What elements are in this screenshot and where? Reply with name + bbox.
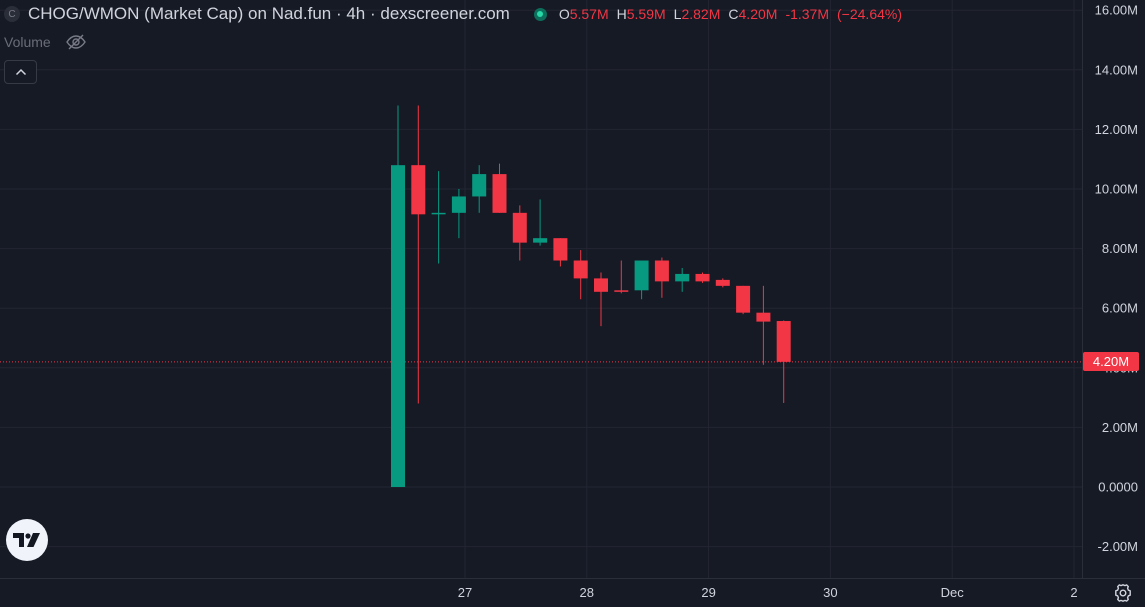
y-tick-label: 10.00M [1095,182,1138,197]
price-axis[interactable]: 16.00M14.00M12.00M10.00M8.00M6.00M4.00M2… [1095,3,1138,554]
candle-body [411,165,426,215]
candle[interactable] [715,278,730,288]
candle[interactable] [492,163,507,213]
candle-body [715,279,730,286]
y-tick-label: 16.00M [1095,3,1138,18]
low-label: L [673,6,682,22]
eye-off-icon[interactable] [65,34,87,50]
candles [391,105,791,487]
candle[interactable] [573,250,588,300]
x-tick-label: 30 [823,585,837,600]
high-label: H [616,6,627,22]
x-tick-label: 27 [458,585,472,600]
candle[interactable] [695,272,710,283]
candle-body [533,238,548,243]
x-tick-label: 28 [580,585,594,600]
candle-body [472,174,487,197]
candle-body [512,212,527,243]
y-tick-label: 6.00M [1102,301,1138,316]
tradingview-logo-icon[interactable] [6,519,48,561]
candle-body [695,273,710,282]
candle-body [573,260,588,279]
candle-body [492,174,507,213]
close-label: C [728,6,739,22]
y-tick-label: 2.00M [1102,420,1138,435]
y-tick-label: 14.00M [1095,62,1138,77]
candle-body [736,285,751,313]
chart-header: C CHOG/WMON (Market Cap) on Nad.fun · 4h… [4,3,902,25]
market-status-icon[interactable] [533,7,547,21]
candle-body [594,278,608,292]
candle[interactable] [614,260,629,294]
candle-body [675,273,690,282]
ohlc-legend: O5.57M H5.59M L2.82M C4.20M -1.37M (−24.… [559,6,902,22]
y-tick-label: 8.00M [1102,241,1138,256]
x-tick-label: Dec [941,585,965,600]
candle[interactable] [472,165,487,213]
x-tick-label: 2 [1070,585,1077,600]
candle-body [431,212,446,215]
candle[interactable] [533,199,548,246]
candle-body [634,260,649,291]
y-tick-label: 0.0000 [1098,480,1138,495]
low-value: 2.82M [681,6,721,22]
x-tick-label: 29 [701,585,715,600]
candle[interactable] [776,320,791,403]
chart-title[interactable]: CHOG/WMON (Market Cap) on Nad.fun · 4h ·… [28,4,510,23]
candle-body [451,196,466,213]
candle-body [614,290,629,292]
change-value: -1.37M [785,6,830,22]
candle[interactable] [736,285,751,315]
candle-body [553,238,568,261]
y-tick-label: -2.00M [1098,539,1138,554]
gear-icon [1115,584,1131,602]
close-value: 4.20M [738,6,778,22]
chevron-up-icon [15,68,26,76]
candle[interactable] [675,267,690,292]
candle-body [391,165,405,487]
candle-body [756,312,771,322]
candle[interactable] [411,105,426,404]
open-value: 5.57M [569,6,609,22]
candle[interactable] [451,189,466,239]
volume-label: Volume [4,34,51,50]
candle[interactable] [634,260,649,300]
candle[interactable] [391,105,405,487]
candle[interactable] [512,205,527,261]
change-percent: (−24.64%) [837,6,902,22]
time-axis[interactable]: 27 28 29 30 Dec 2 [458,585,1078,600]
collapse-legend-button[interactable] [4,60,37,84]
high-value: 5.59M [626,6,666,22]
candle-body [654,260,669,282]
volume-legend: Volume [4,34,87,50]
candle[interactable] [654,257,669,298]
symbol-icon: C [4,6,20,22]
candle[interactable] [431,171,446,264]
candle[interactable] [553,238,568,267]
candle[interactable] [594,272,608,327]
candle-body [776,321,791,362]
chart-settings-button[interactable] [1112,582,1134,604]
grid-lines [0,0,1082,578]
y-tick-label: 12.00M [1095,122,1138,137]
last-price-label: 4.20M [1083,352,1139,371]
candle[interactable] [756,285,771,365]
open-label: O [558,6,570,22]
